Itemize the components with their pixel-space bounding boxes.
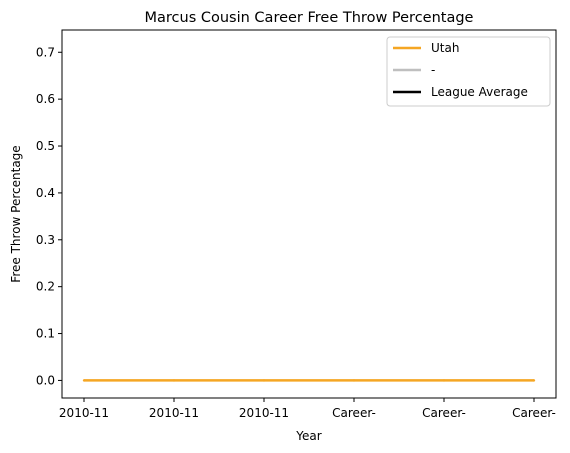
x-tick-label: 2010-11 xyxy=(149,406,199,420)
y-tick-label: 0.7 xyxy=(36,45,55,59)
y-tick-label: 0.1 xyxy=(36,327,55,341)
data-point xyxy=(352,379,356,382)
data-point xyxy=(82,379,86,382)
data-point xyxy=(532,379,536,382)
legend-label-league-average: League Average xyxy=(431,85,528,99)
y-axis-label: Free Throw Percentage xyxy=(9,145,23,282)
series-layer xyxy=(82,379,536,382)
x-tick-label: 2010-11 xyxy=(59,406,109,420)
data-point xyxy=(442,379,446,382)
chart-title: Marcus Cousin Career Free Throw Percenta… xyxy=(145,10,474,26)
legend-label-dash: - xyxy=(431,63,435,77)
x-axis-label: Year xyxy=(295,429,321,443)
y-tick-label: 0.6 xyxy=(36,92,55,106)
y-tick-label: 0.3 xyxy=(36,233,55,247)
x-tick-label: 2010-11 xyxy=(239,406,289,420)
legend: Utah - League Average xyxy=(386,36,551,107)
data-point xyxy=(262,379,266,382)
y-tick-label: 0.2 xyxy=(36,280,55,294)
legend-box xyxy=(386,36,551,107)
x-axis: 2010-11 2010-11 2010-11 Career- Career- Caree… xyxy=(59,398,556,420)
legend-label-utah: Utah xyxy=(431,41,459,55)
x-tick-label: Career- xyxy=(332,406,376,420)
data-point xyxy=(172,379,176,382)
y-tick-label: 0.0 xyxy=(36,373,55,387)
x-tick-label: Career- xyxy=(512,406,556,420)
y-tick-label: 0.5 xyxy=(36,139,55,153)
y-axis: 0.0 0.1 0.2 0.3 0.4 0.5 0.6 0.7 xyxy=(36,45,62,387)
y-tick-label: 0.4 xyxy=(36,186,55,200)
x-tick-label: Career- xyxy=(422,406,466,420)
